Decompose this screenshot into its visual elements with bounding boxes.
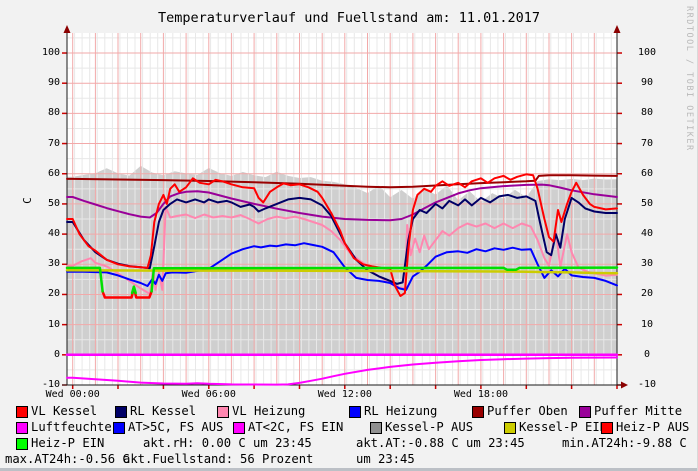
- legend-stat-3-3: um 23:45: [356, 452, 415, 466]
- legend-label-1-4: Kessel-P EIN: [519, 420, 608, 434]
- legend-swatch-puffer-mitte: [579, 406, 591, 418]
- legend-stat-2-1: akt.rH: 0.00 C um 23:45: [143, 436, 312, 450]
- x-tick-18: Wed 18:00: [453, 389, 508, 400]
- legend-swatch-rl-heizung: [349, 406, 361, 418]
- y-tick-right-50: 50: [640, 197, 654, 209]
- y-tick-right-90: 90: [640, 77, 654, 89]
- legend-label-1-3: Kessel-P AUS: [385, 420, 474, 434]
- legend-label-0-4: Puffer Oben: [487, 404, 568, 418]
- series-puffer-mitte: [66, 183, 618, 222]
- legend-label-0-2: VL Heizung: [232, 404, 306, 418]
- legend-label-0-0: VL Kessel: [31, 404, 98, 418]
- series-rl-heizung: [66, 242, 618, 291]
- legend-swatch-luftfeuchte: [16, 422, 28, 434]
- y-tick-right-0: 0: [643, 348, 651, 360]
- y-tick-left-60: 60: [47, 167, 60, 179]
- y-tick-left-0: 0: [53, 348, 60, 360]
- series-heiz-p-ein: [130, 285, 137, 295]
- x-tick-6: Wed 06:00: [181, 389, 236, 400]
- legend-swatch-rl-kessel: [115, 406, 127, 418]
- legend-stat-2-2: akt.AT:-0.88 C um 23:45: [356, 436, 525, 450]
- y-tick-right-70: 70: [640, 137, 654, 149]
- series-puffer-oben: [66, 174, 618, 189]
- legend-label-1-2: AT<2C, FS EIN: [248, 420, 344, 434]
- legend-label-0-5: Puffer Mitte: [594, 404, 683, 418]
- y-tick-left-30: 30: [47, 258, 60, 270]
- rrdtool-watermark: RRDTOOL / TOBI OETIKER: [684, 6, 694, 152]
- y-tick-left-80: 80: [47, 107, 60, 119]
- y-tick-right--10: -10: [637, 379, 657, 390]
- y-tick-left-100: 100: [41, 47, 60, 59]
- y-tick-left-10: 10: [47, 318, 60, 330]
- x-tick-0: Wed 00:00: [45, 389, 100, 400]
- legend-swatch-at-5c-fs-aus: [113, 422, 125, 434]
- legend-swatch-kessel-p-aus: [370, 422, 382, 434]
- legend-swatch-puffer-oben: [472, 406, 484, 418]
- legend-stat-3-1: akt.Fuellstand:: [123, 452, 234, 466]
- legend-stat-3-2: 56 Prozent: [240, 452, 314, 466]
- y-tick-left-50: 50: [47, 197, 60, 209]
- y-tick-left-90: 90: [47, 77, 60, 89]
- legend-swatch-vl-heizung: [217, 406, 229, 418]
- y-tick-right-100: 100: [637, 47, 657, 59]
- y-tick-right-10: 10: [640, 318, 654, 330]
- y-tick-left-20: 20: [47, 288, 60, 300]
- series-kessel-p-ein: [65, 269, 619, 275]
- y-tick-right-30: 30: [640, 258, 654, 270]
- page-title: Temperaturverlauf und Fuellstand am: 11.…: [157, 10, 540, 26]
- x-tick-12: Wed 12:00: [317, 389, 372, 400]
- legend-label-0-3: RL Heizung: [364, 404, 438, 418]
- legend-label-0-1: RL Kessel: [130, 404, 197, 418]
- series-heiz-p-ein: [150, 266, 619, 293]
- legend-label-1-1: AT>5C, FS AUS: [128, 420, 224, 434]
- y-tick-left-70: 70: [47, 137, 60, 149]
- legend-swatch-heiz-p-ein: [16, 438, 28, 450]
- y-tick-right-60: 60: [640, 167, 654, 179]
- y-tick-left-40: 40: [47, 228, 60, 240]
- legend-swatch-vl-kessel: [16, 406, 28, 418]
- y-tick-right-40: 40: [640, 228, 654, 240]
- y-tick-right-80: 80: [640, 107, 654, 119]
- y-tick-left--10: -10: [41, 379, 60, 390]
- legend-label-2-0: Heiz-P EIN: [31, 436, 105, 450]
- legend-stat-2-3: min.AT24h:-9.88 C: [562, 436, 687, 450]
- series-vl-kessel: [66, 173, 618, 297]
- legend-label-1-5: Heiz-P AUS: [616, 420, 690, 434]
- legend-swatch-kessel-p-ein: [504, 422, 516, 434]
- legend-swatch-at-2c-fs-ein: [233, 422, 245, 434]
- window-edge-bottom: [0, 468, 698, 471]
- y-tick-right-20: 20: [640, 288, 654, 300]
- legend-swatch-heiz-p-aus: [601, 422, 613, 434]
- legend-label-1-0: Luftfeuchte: [31, 420, 112, 434]
- series-luftfeuchte: [66, 356, 618, 386]
- legend-stat-3-0: max.AT24h:-0.56 C: [5, 452, 130, 466]
- series-heiz-p-ein: [65, 266, 104, 293]
